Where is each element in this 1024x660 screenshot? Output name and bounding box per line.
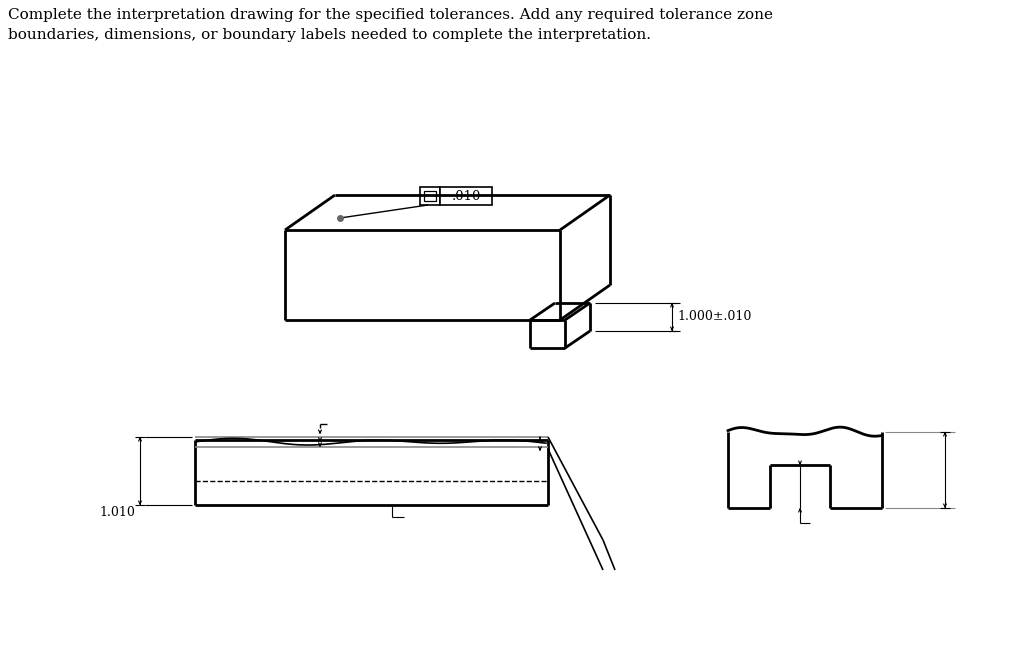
Text: .010: .010 xyxy=(452,189,480,203)
Text: Complete the interpretation drawing for the specified tolerances. Add any requir: Complete the interpretation drawing for … xyxy=(8,8,773,42)
Text: 1.010: 1.010 xyxy=(99,506,135,519)
Bar xyxy=(440,187,492,205)
Bar xyxy=(420,187,440,205)
Text: 1.000±.010: 1.000±.010 xyxy=(677,310,752,323)
Bar xyxy=(424,191,436,201)
